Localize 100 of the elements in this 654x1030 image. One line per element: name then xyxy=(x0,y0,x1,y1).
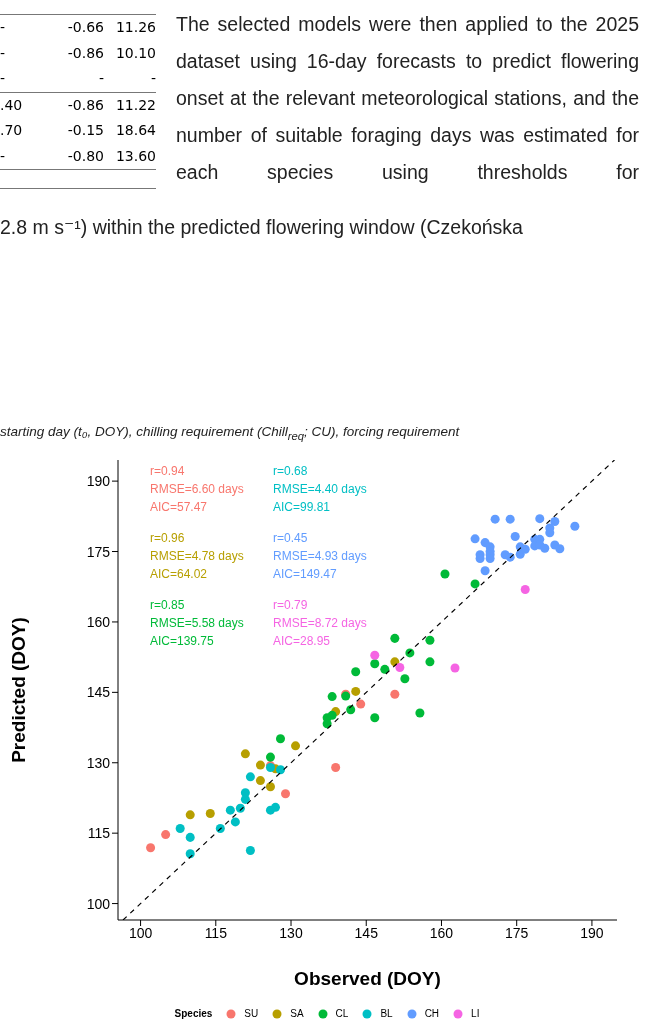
point xyxy=(440,569,450,579)
legend-label: BL xyxy=(380,1008,393,1019)
annotation: r=0.68 xyxy=(273,463,309,480)
point xyxy=(275,765,285,775)
y-axis-title: Predicted (DOY) xyxy=(7,617,29,763)
point xyxy=(425,657,435,667)
point xyxy=(570,521,580,531)
point xyxy=(540,543,550,553)
annotation: AIC=99.81 xyxy=(273,499,332,516)
point xyxy=(331,762,341,772)
text: - -0.80 13.60 xyxy=(0,147,156,164)
point xyxy=(327,692,337,702)
x-tick-label: 160 xyxy=(429,924,454,941)
annotation: RMSE=8.72 days xyxy=(273,615,367,632)
y-tick-label: 100 xyxy=(86,895,111,912)
point xyxy=(380,664,390,674)
point xyxy=(390,633,400,643)
annotation: r=0.79 xyxy=(273,597,309,614)
point xyxy=(240,749,250,759)
point xyxy=(255,776,265,786)
annotation: RMSE=4.40 days xyxy=(273,481,367,498)
point xyxy=(280,789,291,799)
point xyxy=(265,752,275,762)
text: 2.8 m s⁻¹) within the predicted flowering window (Czekońska xyxy=(0,215,524,240)
text: - -0.86 10.10 xyxy=(0,44,156,61)
y-tick-label: 160 xyxy=(86,613,111,630)
legend-label: SU xyxy=(244,1008,259,1019)
text: .40 -0.86 11.22 xyxy=(0,96,156,113)
point xyxy=(175,823,185,833)
point xyxy=(520,585,530,595)
point xyxy=(510,532,520,542)
text: starting day (t₀, DOY), chilling requirement (Chill$_{req}$; CU), forcing requirement xyxy=(0,424,461,442)
point xyxy=(415,708,425,718)
annotation: RMSE=5.58 days xyxy=(150,615,244,632)
text: - -0.66 11.26 xyxy=(0,19,156,35)
point xyxy=(400,674,410,684)
annotation: r=0.45 xyxy=(273,530,309,547)
point xyxy=(351,686,361,696)
annotation: r=0.96 xyxy=(150,530,186,547)
point xyxy=(291,741,301,751)
annotation: AIC=28.95 xyxy=(273,633,332,650)
x-tick-label: 115 xyxy=(204,924,228,941)
text: - - - xyxy=(0,70,156,86)
point xyxy=(370,713,380,723)
point xyxy=(245,772,255,782)
annotation: AIC=139.75 xyxy=(150,633,215,650)
point xyxy=(225,805,235,815)
text: .70 -0.15 18.64 xyxy=(0,122,156,138)
legend-label: CH xyxy=(424,1008,440,1019)
point xyxy=(275,734,285,744)
point xyxy=(205,808,215,818)
annotation: RMSE=4.93 days xyxy=(273,548,367,565)
annotation: AIC=57.47 xyxy=(150,499,209,516)
annotation: RMSE=6.60 days xyxy=(150,481,244,498)
point xyxy=(185,810,195,820)
point xyxy=(470,579,480,589)
y-tick-label: 130 xyxy=(86,754,111,771)
point xyxy=(270,802,280,812)
point xyxy=(185,832,195,842)
annotation: AIC=149.47 xyxy=(273,566,338,583)
point xyxy=(490,514,500,524)
point xyxy=(245,846,255,856)
point xyxy=(370,659,380,669)
x-tick-label: 145 xyxy=(354,924,379,941)
legend-label: LI xyxy=(471,1008,480,1019)
point xyxy=(146,843,156,853)
point xyxy=(505,514,515,524)
point xyxy=(351,667,361,677)
point xyxy=(161,830,171,840)
y-tick-label: 145 xyxy=(86,684,111,701)
point xyxy=(390,689,400,699)
point xyxy=(450,663,460,673)
point xyxy=(346,705,356,715)
x-axis-title: Observed (DOY) xyxy=(293,968,442,990)
annotation: AIC=64.02 xyxy=(150,566,209,583)
point xyxy=(255,760,265,770)
legend-label: SA xyxy=(290,1008,304,1019)
legend-title: Species xyxy=(174,1008,213,1019)
text: The selected models were then applied to the 2025 dataset using 16-day forecasts to predict flowering onset at the relevant meteorological stations, and the number of suitable foraging days was estimated for each species using thresholds for xyxy=(176,12,639,185)
y-tick-label: 115 xyxy=(87,825,111,842)
point xyxy=(327,710,337,720)
legend-label: CL xyxy=(335,1008,349,1019)
point xyxy=(356,699,366,709)
point xyxy=(265,782,275,792)
annotation: RMSE=4.78 days xyxy=(150,548,244,565)
point xyxy=(555,544,565,554)
x-tick-label: 130 xyxy=(279,924,303,941)
x-tick-label: 175 xyxy=(505,924,529,941)
point xyxy=(535,514,545,524)
point xyxy=(550,516,560,526)
point xyxy=(370,650,380,660)
point xyxy=(425,635,435,645)
x-tick-label: 100 xyxy=(128,924,153,941)
point xyxy=(470,534,480,544)
point xyxy=(230,817,240,827)
x-tick-label: 190 xyxy=(580,924,604,941)
annotation: r=0.94 xyxy=(150,463,186,480)
annotation: r=0.85 xyxy=(150,597,186,614)
point xyxy=(480,566,490,576)
point xyxy=(395,662,405,672)
